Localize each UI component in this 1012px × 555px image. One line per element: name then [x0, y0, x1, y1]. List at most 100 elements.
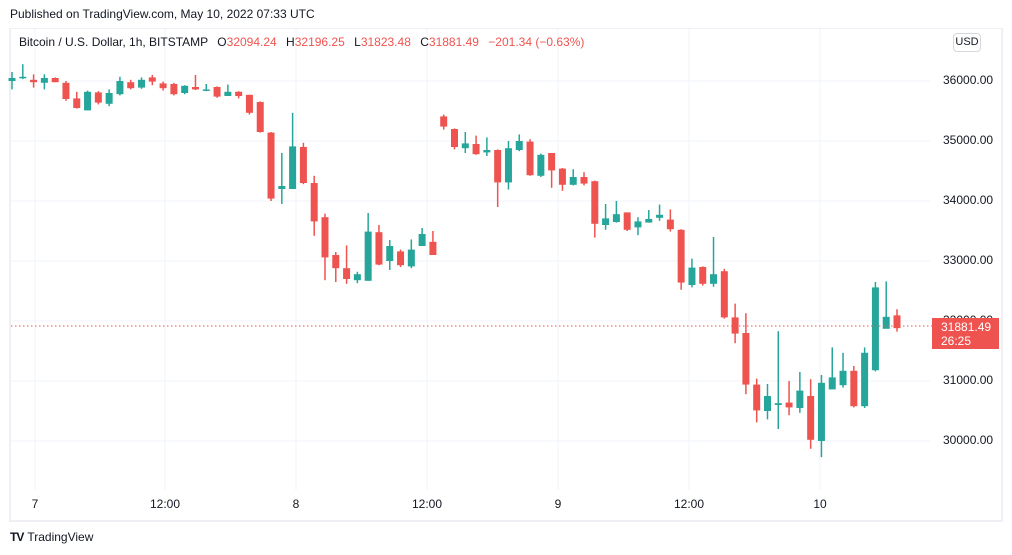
candle-body — [213, 87, 221, 97]
candle-body — [451, 129, 458, 147]
candle-body — [666, 219, 674, 230]
candle-body — [310, 183, 318, 222]
candle-body — [548, 153, 556, 171]
candle-body — [429, 241, 437, 255]
candle-body — [515, 141, 523, 150]
candle-body — [148, 77, 156, 82]
candle-body — [353, 274, 361, 281]
candle-body — [558, 168, 566, 185]
currency-button[interactable]: USD — [953, 33, 981, 52]
candle-body — [256, 102, 264, 132]
candle-body — [418, 234, 426, 246]
candle-body — [839, 370, 847, 386]
candle-body — [861, 352, 869, 407]
candle-body — [656, 214, 664, 218]
candle-body — [278, 186, 286, 189]
candle-body — [386, 246, 394, 261]
candle-body — [191, 87, 199, 90]
candle-body — [321, 217, 329, 258]
candle-body — [472, 144, 480, 155]
last-price-tag: 31881.49 26:25 — [932, 318, 999, 349]
ohlc-legend: Bitcoin / U.S. Dollar, 1h, BITSTAMP O320… — [19, 35, 584, 49]
candle-body — [807, 396, 815, 440]
candle-body — [871, 287, 879, 371]
candle-body — [127, 82, 135, 89]
time-tick-label: 12:00 — [411, 497, 443, 511]
candle-body — [537, 154, 545, 176]
candle-body — [504, 148, 512, 183]
candle-body — [461, 143, 469, 149]
candle-body — [526, 141, 534, 176]
candle-body — [699, 267, 707, 284]
price-tick-label: 36000.00 — [943, 73, 994, 87]
chart-frame — [9, 28, 1003, 522]
open-label: O — [217, 35, 227, 49]
brand-name[interactable]: TradingView — [27, 530, 94, 544]
candle-body — [105, 93, 113, 104]
candle-body — [407, 249, 415, 267]
candle-body — [785, 402, 793, 408]
candle-body — [828, 377, 836, 390]
candle-body — [850, 370, 858, 407]
candle-body — [580, 177, 588, 184]
candle-body — [753, 384, 761, 411]
candle-body — [893, 315, 901, 329]
candle-body — [882, 316, 890, 329]
candle-body — [181, 85, 189, 93]
footer: TV TradingView — [10, 530, 93, 544]
candle-body — [623, 212, 631, 230]
price-tick-label: 31000.00 — [943, 373, 994, 387]
candle-body — [591, 181, 599, 224]
time-tick-label: 12:00 — [673, 497, 705, 511]
candle-body — [364, 231, 372, 281]
candle-body — [62, 82, 70, 99]
candle-body — [138, 79, 146, 88]
high-value: 32196.25 — [294, 35, 345, 49]
candle-body — [742, 333, 750, 385]
candle-body — [94, 92, 102, 103]
candle-body — [289, 146, 297, 189]
candle-body — [796, 390, 804, 408]
candle-body — [235, 91, 243, 96]
candle-body — [343, 268, 351, 279]
price-tick-label: 34000.00 — [943, 193, 994, 207]
candle-body — [116, 81, 124, 95]
price-tick-label: 30000.00 — [943, 433, 994, 447]
candle-body — [375, 232, 383, 265]
candle-body — [159, 83, 167, 89]
candle-body — [299, 147, 307, 183]
candle-body — [763, 396, 771, 411]
candle-body — [51, 78, 59, 83]
last-price: 31881.49 — [941, 320, 992, 334]
candle-body — [720, 271, 728, 318]
candle-body — [170, 84, 178, 95]
symbol-title[interactable]: Bitcoin / U.S. Dollar, 1h, BITSTAMP — [19, 35, 208, 49]
close-label: C — [420, 35, 429, 49]
price-tick-label: 35000.00 — [943, 133, 994, 147]
candle-body — [645, 219, 653, 223]
close-value: 31881.49 — [428, 35, 479, 49]
published-caption: Published on TradingView.com, May 10, 20… — [10, 7, 315, 21]
low-label: L — [354, 35, 361, 49]
candle-body — [84, 91, 92, 111]
candle-body — [73, 98, 81, 108]
candle-body — [634, 221, 642, 228]
candle-body — [569, 177, 577, 185]
candle-body — [494, 150, 502, 183]
candle-body — [397, 251, 405, 266]
candle-body — [602, 218, 610, 225]
time-tick-label: 9 — [554, 497, 562, 511]
candle-body — [688, 267, 696, 285]
time-tick-label: 7 — [31, 497, 39, 511]
open-value: 32094.24 — [226, 35, 277, 49]
candle-body — [30, 79, 38, 83]
candle-body — [19, 76, 27, 79]
low-value: 31823.48 — [360, 35, 411, 49]
candle-body — [8, 78, 16, 81]
candle-body — [677, 229, 685, 283]
candle-body — [202, 89, 210, 91]
bar-countdown: 26:25 — [941, 334, 972, 348]
candle-body — [40, 78, 48, 83]
change-value: −201.34 (−0.63%) — [488, 35, 585, 49]
